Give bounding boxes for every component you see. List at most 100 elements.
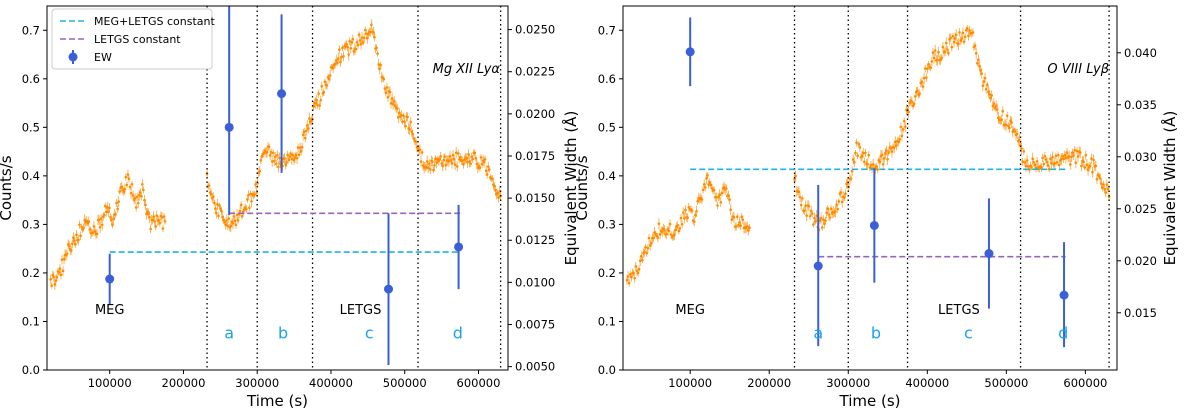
lightcurve-point [154, 225, 158, 228]
y2-tick-label: 0.0175 [515, 149, 555, 163]
lightcurve-point [466, 160, 469, 164]
lightcurve-point [455, 165, 459, 168]
lightcurve-point [117, 200, 120, 203]
lightcurve-point [1098, 177, 1102, 180]
lightcurve-point [1010, 121, 1013, 124]
lightcurve-point [829, 207, 833, 211]
y-tick-label: 0.3 [22, 217, 40, 231]
lightcurve-point [65, 252, 69, 256]
lightcurve-point [49, 277, 52, 281]
lightcurve-point [55, 275, 59, 279]
instrument-label: LETGS [938, 303, 980, 318]
lightcurve-point [406, 115, 409, 119]
lightcurve-point [959, 39, 962, 42]
lightcurve-point [254, 183, 257, 186]
lightcurve-point [732, 215, 736, 219]
lightcurve-point [717, 195, 720, 199]
lightcurve-point [341, 46, 344, 50]
lightcurve-point [819, 216, 823, 220]
lightcurve-point [729, 208, 733, 212]
lightcurve-point [270, 160, 274, 163]
lightcurve-point [133, 197, 137, 200]
lightcurve-point [991, 104, 995, 108]
lightcurve-point [858, 146, 862, 149]
lightcurve-point [973, 44, 977, 48]
lightcurve-point [793, 178, 796, 181]
lightcurve-point [936, 58, 939, 62]
lightcurve-point [1101, 186, 1104, 190]
lightcurve-point [877, 159, 880, 162]
lightcurve-point [1041, 156, 1044, 160]
lightcurve-point [818, 219, 822, 222]
lightcurve-point [307, 127, 310, 130]
lightcurve-point [963, 35, 967, 39]
lightcurve-point [123, 187, 127, 191]
lightcurve-point [347, 53, 350, 56]
lightcurve-point [876, 168, 879, 171]
lightcurve-point [995, 108, 999, 111]
lightcurve-point [929, 66, 933, 69]
lightcurve-point [807, 204, 811, 208]
lightcurve-point [748, 226, 751, 229]
y2-tick-label: 0.025 [1124, 202, 1157, 216]
lightcurve-point [231, 222, 235, 225]
lightcurve-point [1086, 168, 1090, 172]
lightcurve-point [136, 201, 140, 205]
lightcurve-point [1055, 161, 1059, 164]
lightcurve-point [52, 275, 56, 279]
lightcurve-point [1060, 157, 1063, 161]
lightcurve-point [638, 259, 642, 263]
lightcurve-point [960, 37, 964, 40]
lightcurve-point [1074, 161, 1078, 165]
lightcurve-point [1049, 157, 1052, 161]
lightcurve-point [234, 223, 238, 227]
lightcurve-point [388, 90, 392, 94]
lightcurve-point [912, 102, 916, 106]
lightcurve-point [861, 151, 865, 155]
lightcurve-point [91, 231, 95, 235]
lightcurve-point [881, 162, 885, 166]
lightcurve-point [295, 156, 299, 160]
ew-point [224, 122, 234, 132]
lightcurve-point [75, 233, 78, 237]
lightcurve-point [949, 36, 952, 40]
lightcurve-point [987, 90, 990, 94]
lightcurve-point [962, 40, 966, 44]
lightcurve-point [866, 162, 869, 166]
legend-entry: EW [94, 51, 112, 64]
lightcurve-point [695, 209, 698, 213]
lightcurve-point [637, 267, 641, 271]
lightcurve-point [1013, 130, 1017, 133]
lightcurve-point [989, 96, 992, 100]
lightcurve-point [300, 145, 304, 149]
lightcurve-point [478, 166, 482, 170]
lightcurve-point [50, 284, 54, 287]
lightcurve-point [952, 40, 956, 44]
lightcurve-point [265, 150, 269, 154]
lightcurve-point [235, 213, 239, 217]
lightcurve-point [827, 213, 831, 216]
lightcurve-point [903, 125, 907, 128]
lightcurve-point [158, 221, 162, 225]
y2-axis-label: Equivalent Width (Å) [1160, 111, 1179, 266]
y-tick-label: 0.1 [22, 314, 40, 328]
lightcurve-point [1056, 153, 1060, 157]
lightcurve-point [1102, 183, 1105, 186]
lightcurve-point [884, 151, 887, 155]
lightcurve-point [450, 161, 454, 165]
lightcurve-point [658, 233, 662, 236]
lightcurve-point [630, 275, 633, 279]
lightcurve-point [238, 209, 242, 213]
lightcurve-point [813, 216, 816, 220]
lightcurve-point [647, 236, 651, 240]
lightcurve-point [395, 107, 399, 110]
lightcurve-point [635, 269, 639, 273]
lightcurve-point [1034, 166, 1038, 169]
left-chart-panel: a b c d MEG LETGS Mg XII Lyα 100000 200000 300000… [0, 5, 580, 410]
plot-frame [46, 5, 509, 371]
lightcurve-point [319, 98, 323, 102]
y-tick-label: 0.6 [22, 72, 40, 86]
lightcurve-point [988, 92, 991, 96]
lightcurve-point [318, 104, 322, 107]
lightcurve-point [868, 166, 872, 169]
